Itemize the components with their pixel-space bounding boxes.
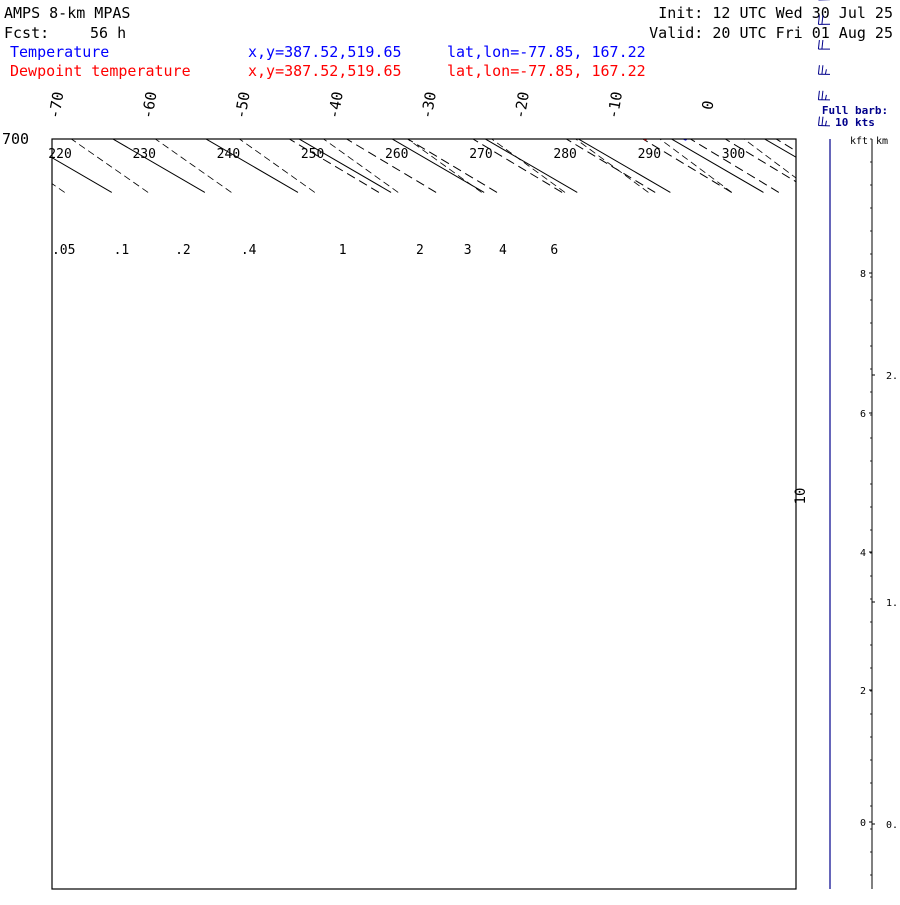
- forecast-label: Fcst:: [4, 24, 49, 42]
- theta-label: 260: [385, 147, 408, 162]
- mixing-ratio-label: .4: [241, 243, 257, 258]
- mixing-ratio-label: .2: [175, 243, 191, 258]
- mixing-ratio-label: .1: [114, 243, 130, 258]
- mixing-ratio-label: 6: [550, 243, 558, 258]
- theta-label: 270: [469, 147, 492, 162]
- theta-label: 290: [638, 147, 661, 162]
- legend-dewpoint-latlon: lat,lon=-77.85, 167.22: [447, 62, 646, 80]
- legend-temperature-latlon: lat,lon=-77.85, 167.22: [447, 43, 646, 61]
- pressure-label: 700: [2, 130, 29, 148]
- theta-label: 300: [722, 147, 745, 162]
- km-tick-label: 2.: [886, 371, 898, 382]
- legend-dewpoint-label: Dewpoint temperature: [10, 62, 191, 80]
- theta-label: 280: [553, 147, 576, 162]
- forecast-hours: 56 h: [90, 24, 126, 42]
- mixing-ratio-label: 4: [499, 243, 507, 258]
- theta-label: 240: [217, 147, 240, 162]
- init-time: Init: 12 UTC Wed 30 Jul 25: [658, 4, 893, 22]
- mixing-ratio-label: .05: [52, 243, 75, 258]
- valid-time: Valid: 20 UTC Fri 01 Aug 25: [649, 24, 893, 42]
- legend-temperature-label: Temperature: [10, 43, 109, 61]
- km-label: km: [876, 136, 888, 147]
- kft-tick-label: 0: [860, 818, 866, 829]
- kft-tick-label: 6: [860, 409, 866, 420]
- mixing-ratio-label: 3: [464, 243, 472, 258]
- barb-key-value: 10 kts: [835, 116, 875, 129]
- kft-tick-label: 8: [860, 269, 866, 280]
- kft-label: kft: [850, 136, 868, 147]
- model-title: AMPS 8-km MPAS: [4, 4, 130, 22]
- kft-tick-label: 4: [860, 548, 866, 559]
- mixing-ratio-label: 2: [416, 243, 424, 258]
- theta-label: 230: [132, 147, 155, 162]
- legend-temperature-xy: x,y=387.52,519.65: [248, 43, 402, 61]
- mixing-ratio-label: 1: [339, 243, 347, 258]
- km-tick-label: 0.: [886, 820, 898, 831]
- legend-dewpoint-xy: x,y=387.52,519.65: [248, 62, 402, 80]
- km-tick-label: 1.: [886, 598, 898, 609]
- kft-tick-label: 2: [860, 686, 866, 697]
- theta-label: 250: [301, 147, 324, 162]
